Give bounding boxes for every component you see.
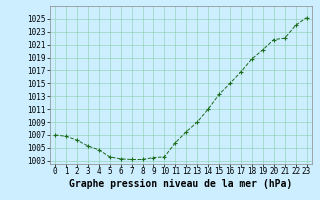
X-axis label: Graphe pression niveau de la mer (hPa): Graphe pression niveau de la mer (hPa) [69,179,292,189]
